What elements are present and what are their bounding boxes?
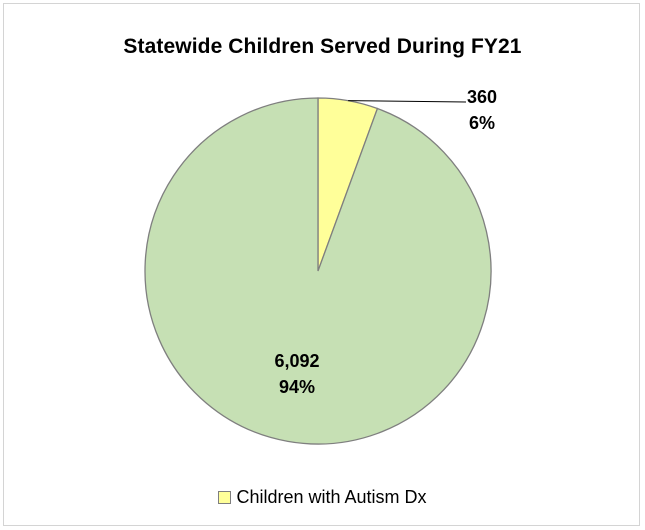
slice-percent-autism: 6% — [468, 113, 495, 133]
slice-label-autism: 360 6% — [447, 84, 517, 136]
legend-swatch — [218, 491, 232, 504]
slice-label-other: 6,092 94% — [252, 348, 342, 400]
leader-line — [348, 100, 467, 103]
slice-percent-other: 94% — [278, 377, 316, 397]
legend-label: Children with Autism Dx — [236, 487, 427, 507]
chart-area: Statewide Children Served During FY21 36… — [3, 3, 640, 526]
pie-chart — [144, 97, 492, 445]
slice-value-autism: 360 — [466, 87, 498, 107]
legend-item-autism: Children with Autism Dx — [218, 487, 427, 508]
pie-slice-other — [144, 97, 492, 445]
slice-value-other: 6,092 — [274, 351, 320, 371]
legend: Children with Autism Dx — [4, 487, 641, 509]
chart-title: Statewide Children Served During FY21 — [123, 35, 522, 58]
